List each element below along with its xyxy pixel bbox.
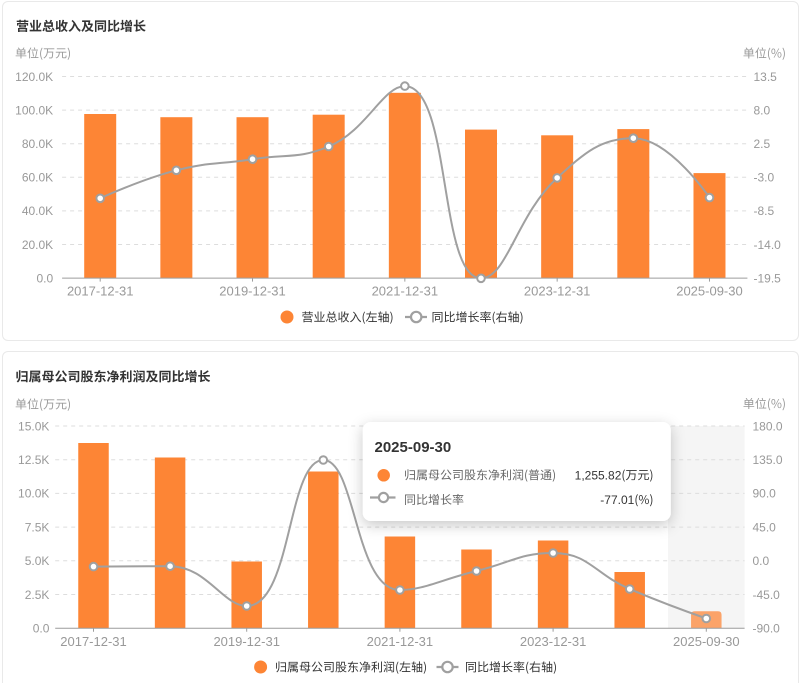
svg-text:135.0: 135.0 xyxy=(753,453,783,467)
svg-text:120.0K: 120.0K xyxy=(15,70,53,84)
svg-text:2017-12-31: 2017-12-31 xyxy=(60,634,127,649)
svg-text:180.0: 180.0 xyxy=(753,419,783,433)
svg-text:-45.0: -45.0 xyxy=(753,588,781,602)
svg-text:12.5K: 12.5K xyxy=(18,453,49,467)
svg-text:60.0K: 60.0K xyxy=(22,171,53,185)
svg-text:0.0: 0.0 xyxy=(33,622,50,636)
svg-text:100.0K: 100.0K xyxy=(15,103,53,117)
svg-text:2025-09-30: 2025-09-30 xyxy=(673,634,740,649)
svg-text:2021-12-31: 2021-12-31 xyxy=(372,284,439,299)
svg-text:2023-12-31: 2023-12-31 xyxy=(520,634,587,649)
svg-text:2.5: 2.5 xyxy=(754,137,771,151)
svg-text:40.0K: 40.0K xyxy=(22,204,53,218)
svg-text:-8.5: -8.5 xyxy=(754,204,775,218)
svg-text:2.5K: 2.5K xyxy=(25,588,50,602)
svg-text:2025-09-30: 2025-09-30 xyxy=(375,439,452,456)
svg-text:2023-12-31: 2023-12-31 xyxy=(524,284,591,299)
svg-text:2019-12-31: 2019-12-31 xyxy=(213,634,280,649)
svg-text:20.0K: 20.0K xyxy=(22,238,53,252)
svg-text:10.0K: 10.0K xyxy=(18,487,49,501)
svg-text:2021-12-31: 2021-12-31 xyxy=(367,634,434,649)
svg-text:8.0: 8.0 xyxy=(754,103,771,117)
svg-text:-19.5: -19.5 xyxy=(754,271,782,285)
svg-text:-90.0: -90.0 xyxy=(753,622,781,636)
svg-text:90.0: 90.0 xyxy=(753,487,777,501)
svg-text:80.0K: 80.0K xyxy=(22,137,53,151)
svg-text:45.0: 45.0 xyxy=(753,520,777,534)
svg-text:-77.01: -77.01 xyxy=(600,493,634,507)
svg-text:5.0K: 5.0K xyxy=(25,554,50,568)
svg-text:2025-09-30: 2025-09-30 xyxy=(676,284,743,299)
svg-text:2019-12-31: 2019-12-31 xyxy=(219,284,286,299)
svg-text:-14.0: -14.0 xyxy=(754,238,782,252)
svg-text:1,255.82: 1,255.82 xyxy=(575,468,622,482)
svg-text:0.0: 0.0 xyxy=(37,271,54,285)
svg-text:2017-12-31: 2017-12-31 xyxy=(67,284,134,299)
svg-text:15.0K: 15.0K xyxy=(18,419,49,433)
svg-text:0.0: 0.0 xyxy=(753,554,770,568)
svg-text:7.5K: 7.5K xyxy=(25,520,50,534)
svg-text:-3.0: -3.0 xyxy=(754,171,775,185)
svg-text:13.5: 13.5 xyxy=(754,70,778,84)
